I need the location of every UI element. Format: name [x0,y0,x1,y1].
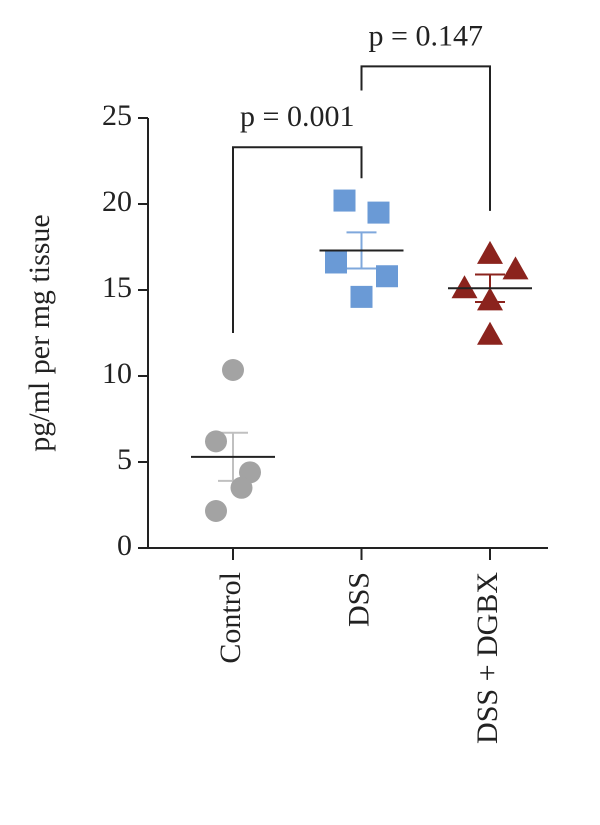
y-tick-label: 25 [102,99,132,132]
x-tick-label: DSS [342,572,375,627]
point [477,321,503,345]
point [451,275,478,299]
y-tick-label: 0 [117,529,132,562]
p-value: p = 0.147 [369,19,483,52]
significance-bracket [232,146,363,333]
point [205,500,227,523]
point [376,265,398,288]
point [350,285,373,308]
p-value: p = 0.001 [240,100,354,133]
point [333,189,356,212]
y-tick-label: 5 [117,443,132,476]
y-axis-label: pg/ml per mg tissue [23,214,56,451]
x-tick-label: Control [214,572,247,664]
point [205,430,227,453]
y-tick-label: 15 [102,271,132,304]
point [367,201,390,224]
point [477,287,503,311]
significance-bracket [360,65,491,211]
x-tick-label: DSS + DGBX [471,572,504,744]
y-tick-label: 10 [102,357,132,390]
point [222,358,244,381]
point [502,256,529,280]
point [230,476,253,499]
point [325,251,347,274]
y-tick-label: 20 [102,185,132,218]
point [477,240,503,264]
